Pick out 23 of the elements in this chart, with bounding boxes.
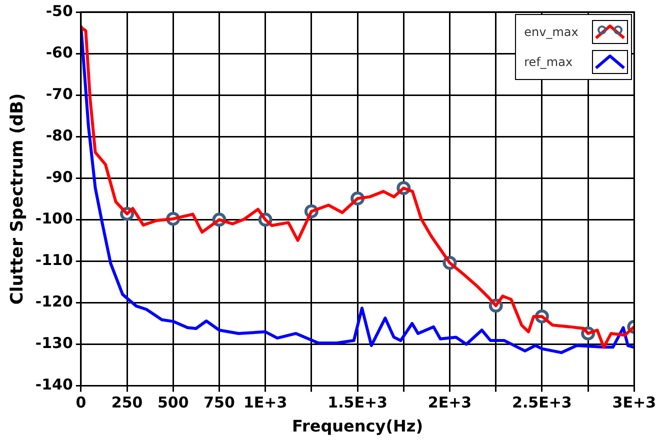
y-tick-label: -60	[46, 43, 73, 62]
x-tick-label: 1.5E+3	[328, 394, 388, 412]
y-tick-label: -110	[35, 251, 73, 270]
y-tick-label: -80	[46, 126, 73, 144]
x-tick-label: 2.5E+3	[512, 394, 572, 412]
x-tick-label: 1E+3	[243, 394, 288, 412]
legend-label: env_max	[524, 25, 578, 39]
x-tick-label: 250	[111, 394, 143, 412]
y-axis-title: Clutter Spectrum (dB)	[8, 93, 28, 305]
x-axis-title: Frequency(Hz)	[292, 416, 424, 436]
y-tick-label: -100	[35, 210, 73, 228]
y-tick-label: -70	[46, 84, 73, 103]
y-tick-label: -90	[46, 168, 73, 186]
x-tick-label: 2E+3	[428, 394, 472, 412]
y-tick-label: -140	[35, 376, 73, 394]
y-tick-label: -120	[35, 292, 73, 311]
x-tick-label: 0	[76, 394, 86, 412]
y-tick-label: -50	[46, 2, 73, 20]
x-tick-label: 750	[204, 394, 235, 412]
y-tick-label: -130	[35, 334, 73, 352]
x-tick-label: 500	[157, 394, 189, 412]
x-tick-label: 3E+3	[612, 394, 656, 412]
legend-label: ref_max	[524, 55, 573, 69]
